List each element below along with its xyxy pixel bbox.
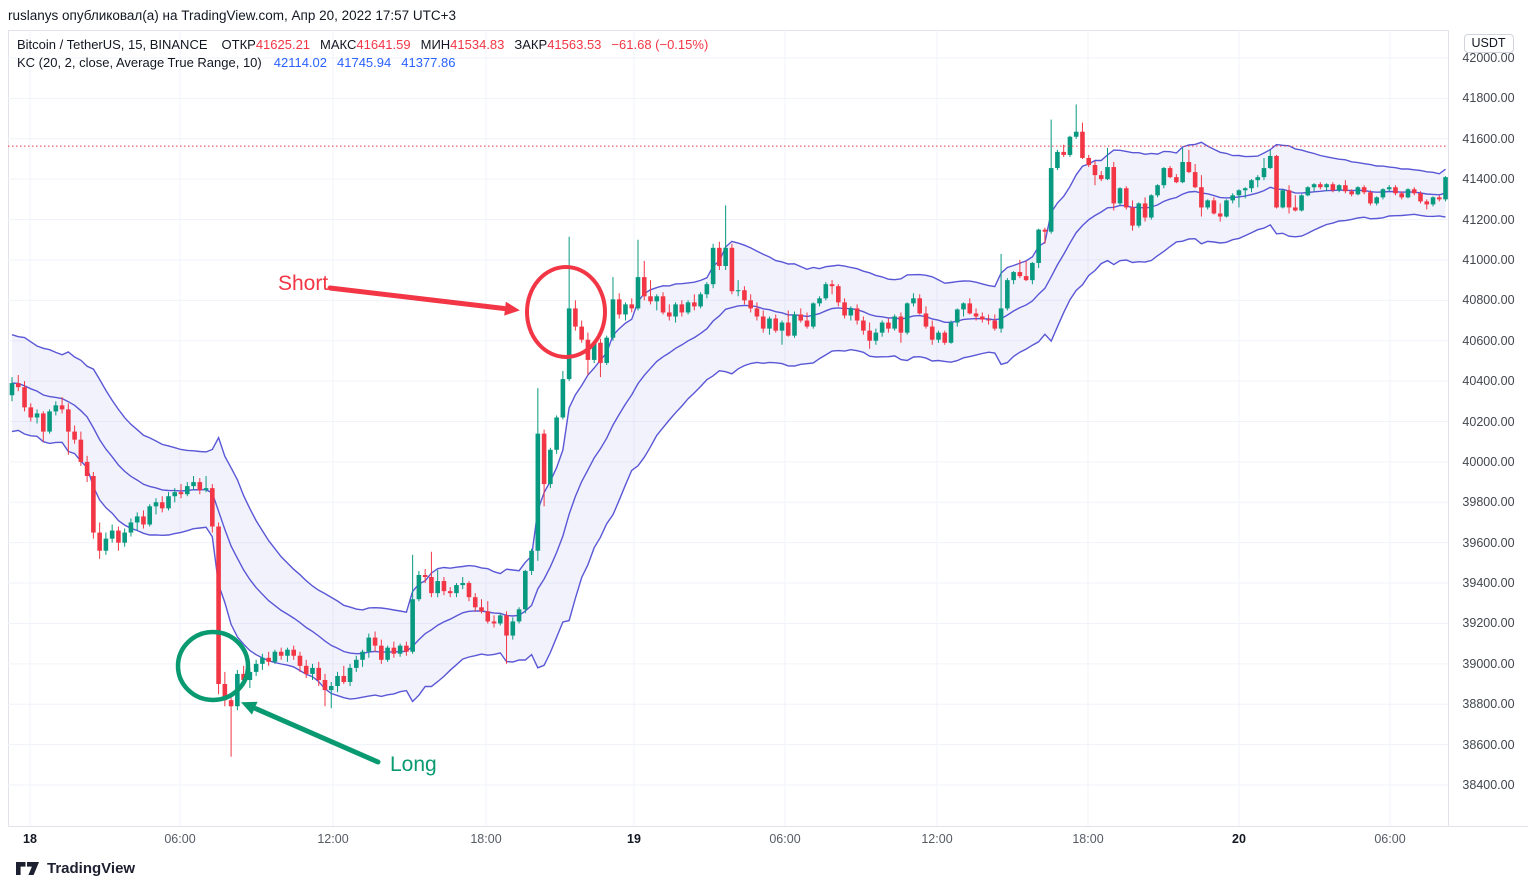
price-axis-label: 41800.00: [1462, 91, 1515, 106]
kc-upper-value: 42114.02: [273, 55, 327, 70]
short-annotation[interactable]: [327, 265, 607, 359]
price-axis-label: 42000.00: [1462, 51, 1515, 65]
time-axis-label: 18:00: [470, 832, 502, 846]
low-value: 41534.83: [450, 37, 505, 52]
price-axis[interactable]: USDT 42000.00 41800.00 41600.00 41400.00 412…: [1448, 30, 1528, 826]
symbol-legend-row[interactable]: Bitcoin / TetherUS, 15, BINANCE ОТКР4162…: [17, 36, 708, 53]
price-axis-label: 39800.00: [1462, 495, 1515, 510]
time-axis-label: 12:00: [317, 832, 349, 846]
kc-middle-line: [11, 186, 1446, 655]
currency-badge[interactable]: USDT: [1463, 34, 1514, 53]
price-axis-label: 41600.00: [1462, 131, 1515, 146]
attribution-bar: ruslanys опубликовал(а) на TradingView.c…: [0, 0, 1536, 30]
price-axis-label: 39200.00: [1462, 616, 1515, 631]
short-circle: [525, 265, 607, 359]
price-axis-label: 40200.00: [1462, 414, 1515, 429]
short-annotation-label: Short: [278, 272, 329, 295]
price-axis-label: 39000.00: [1462, 656, 1515, 671]
attribution-text: ruslanys опубликовал(а) на TradingView.c…: [8, 7, 457, 23]
ohlc-high: МАКС41641.59: [320, 37, 411, 52]
price-axis-label: 41200.00: [1462, 212, 1515, 227]
price-axis-label: 38600.00: [1462, 737, 1515, 752]
ohlc-low: МИН41534.83: [420, 37, 505, 52]
time-axis-label: 06:00: [1374, 832, 1406, 846]
high-value: 41641.59: [356, 37, 411, 52]
price-axis-label: 40800.00: [1462, 293, 1515, 308]
chart-legend: Bitcoin / TetherUS, 15, BINANCE ОТКР4162…: [17, 36, 708, 72]
ohlc-close: ЗАКР41563.53: [514, 37, 602, 52]
close-value: 41563.53: [547, 37, 602, 52]
kc-lower-band: [11, 213, 1446, 703]
long-circle: [175, 629, 251, 703]
price-axis-label: 38800.00: [1462, 697, 1515, 712]
open-value: 41625.21: [255, 37, 311, 52]
candles-layer: [9, 104, 1448, 757]
price-axis-label: 39600.00: [1462, 535, 1515, 550]
price-axis-label: 40600.00: [1462, 333, 1515, 348]
ohlc-open: ОТКР41625.21: [221, 37, 311, 52]
kc-middle-value: 41745.94: [337, 55, 392, 70]
price-axis-label: 38400.00: [1462, 778, 1515, 792]
kc-indicator-title[interactable]: KC (20, 2, close, Average True Range, 10…: [17, 55, 262, 70]
time-axis-label: 06:00: [164, 832, 196, 846]
tradingview-logo[interactable]: TradingView: [16, 858, 135, 878]
price-axis-label: 39400.00: [1462, 576, 1515, 591]
kc-upper-band: [11, 141, 1446, 614]
long-annotation-label: Long: [390, 753, 437, 776]
tradingview-logo-text: TradingView: [47, 859, 136, 877]
price-axis-label: 40000.00: [1462, 454, 1515, 469]
long-annotation[interactable]: [175, 629, 381, 765]
symbol-title[interactable]: Bitcoin / TetherUS, 15, BINANCE: [17, 37, 208, 52]
time-axis-label: 19: [627, 832, 641, 846]
kc-lower-value: 41377.86: [401, 55, 456, 70]
time-axis[interactable]: 18 06:00 12:00 18:00 19 06:00 12:00 18:00 20 06:0…: [8, 826, 1528, 852]
price-chart[interactable]: [8, 30, 1448, 826]
indicator-legend-row[interactable]: KC (20, 2, close, Average True Range, 10…: [17, 54, 708, 71]
time-axis-label: 20: [1232, 832, 1246, 846]
grid-layer: [8, 30, 1448, 826]
change-value: −61.68 (−0.15%): [611, 37, 709, 52]
time-axis-label: 18:00: [1072, 832, 1104, 846]
time-axis-label: 12:00: [921, 832, 953, 846]
price-axis-label: 41400.00: [1462, 172, 1515, 187]
price-axis-label: 40400.00: [1462, 374, 1515, 389]
tradingview-logo-icon: [16, 862, 39, 875]
price-axis-label: 41000.00: [1462, 252, 1515, 267]
time-axis-label: 06:00: [769, 832, 801, 846]
time-axis-label: 18: [23, 832, 37, 846]
